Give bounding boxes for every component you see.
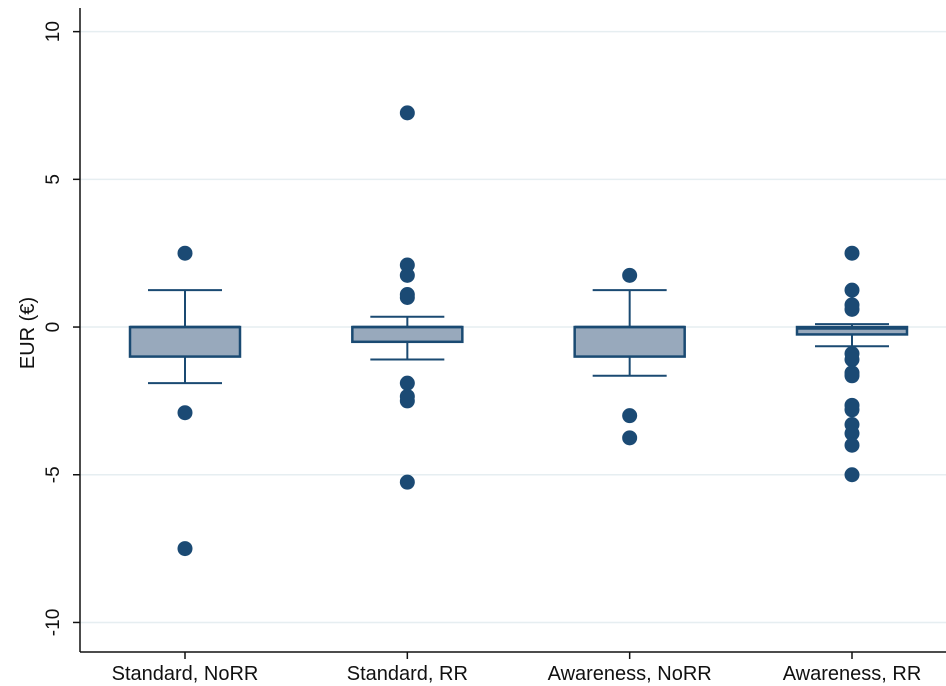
outlier-point-3-9: [844, 402, 860, 418]
outlier-point-1-0: [399, 105, 415, 121]
box-iqr-2: [573, 325, 686, 358]
outlier-point-3-12: [844, 437, 860, 453]
outlier-point-3-13: [844, 467, 860, 483]
outlier-point-3-0: [844, 245, 860, 261]
x-category-label-3: Awareness, RR: [783, 663, 922, 685]
outlier-point-0-1: [177, 405, 193, 421]
x-category-label-1: Standard, RR: [347, 663, 468, 685]
outlier-point-0-2: [177, 541, 193, 557]
x-category-label-0: Standard, NoRR: [112, 663, 259, 685]
outliers-layer: [177, 105, 860, 557]
outlier-point-1-8: [399, 474, 415, 490]
box-iqr-3: [795, 325, 909, 336]
y-tick-label-2: 0: [43, 322, 64, 333]
y-tick-label-3: -5: [43, 466, 64, 483]
y-tick-label-0: 10: [43, 21, 64, 42]
outlier-point-2-2: [622, 430, 638, 446]
box-group-1: [351, 315, 464, 361]
outlier-point-3-7: [844, 368, 860, 384]
outlier-point-3-3: [844, 301, 860, 317]
box-group-3: [795, 323, 909, 348]
box-iqr-1: [351, 325, 464, 344]
outlier-point-1-7: [399, 393, 415, 409]
box-group-0: [128, 289, 242, 385]
boxes-layer: [128, 289, 909, 385]
outlier-point-3-1: [844, 282, 860, 298]
outlier-point-1-2: [399, 267, 415, 283]
outlier-point-3-5: [844, 352, 860, 368]
box-group-2: [573, 289, 686, 377]
y-tick-label-4: -10: [43, 609, 64, 636]
axes: [79, 8, 946, 653]
y-axis-title: EUR (€): [17, 297, 39, 369]
y-ticks: 10 5 0 -5 -10: [43, 21, 80, 636]
x-category-labels: Standard, NoRR Standard, RR Awareness, NoR…: [112, 652, 922, 685]
outlier-point-3-11: [844, 425, 860, 441]
outlier-point-1-1: [399, 257, 415, 273]
outlier-point-2-0: [622, 267, 638, 283]
outlier-point-2-1: [622, 408, 638, 424]
x-category-label-2: Awareness, NoRR: [548, 663, 712, 685]
outlier-point-1-4: [399, 290, 415, 306]
box-iqr-0: [128, 325, 242, 358]
outlier-point-0-0: [177, 245, 193, 261]
outlier-point-1-5: [399, 375, 415, 391]
y-tick-label-1: 5: [43, 174, 64, 185]
